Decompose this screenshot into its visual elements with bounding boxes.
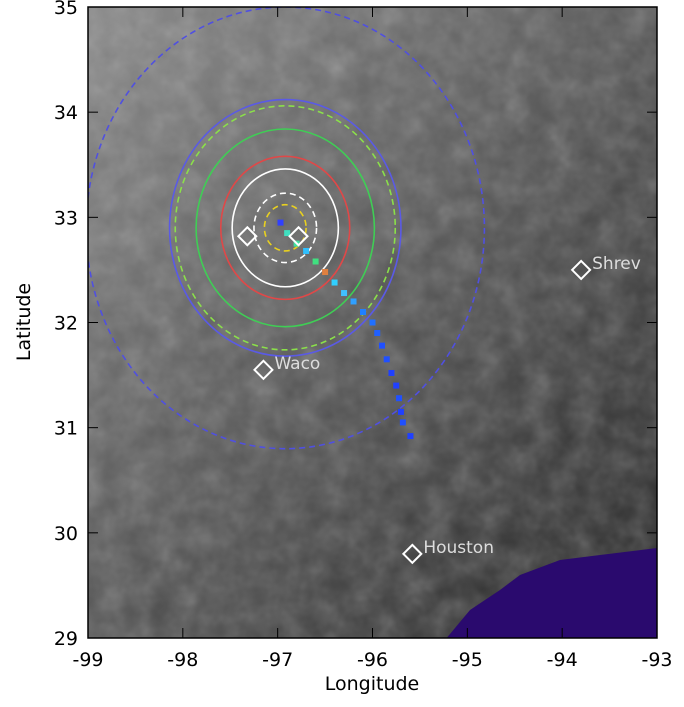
track-point <box>407 433 413 439</box>
y-tick-label: 35 <box>54 0 78 19</box>
y-tick-label: 33 <box>54 207 78 229</box>
x-tick-label: -97 <box>262 649 293 671</box>
x-tick-label: -95 <box>452 649 483 671</box>
y-axis-label: Latitude <box>13 283 35 361</box>
track-point <box>400 419 406 425</box>
x-tick-label: -99 <box>72 649 103 671</box>
x-axis-label: Longitude <box>325 673 420 695</box>
track-point <box>360 309 366 315</box>
track-point <box>303 248 309 254</box>
track-point <box>398 409 404 415</box>
x-tick-label: -93 <box>641 649 672 671</box>
track-point <box>322 269 328 275</box>
track-point <box>384 356 390 362</box>
station-label: Waco <box>274 354 320 374</box>
track-point <box>370 320 376 326</box>
chart: Waco Houston Shrev Longitude Latitude -99 -… <box>0 0 684 703</box>
y-tick-label: 31 <box>54 418 78 440</box>
track-point <box>351 298 357 304</box>
track-point <box>388 370 394 376</box>
track-point <box>393 383 399 389</box>
track-point <box>396 395 402 401</box>
y-tick-label: 29 <box>54 628 78 650</box>
y-tick-label: 32 <box>54 313 78 335</box>
station-label: Houston <box>423 538 494 558</box>
track-point <box>313 259 319 265</box>
x-tick-label: -98 <box>167 649 198 671</box>
track-point <box>374 330 380 336</box>
track-point <box>278 220 284 226</box>
x-tick-label: -94 <box>547 649 578 671</box>
x-tick-label: -96 <box>357 649 388 671</box>
track-point <box>341 290 347 296</box>
station-label: Shrev <box>592 254 641 274</box>
y-tick-label: 30 <box>54 523 78 545</box>
track-point <box>379 343 385 349</box>
y-tick-label: 34 <box>54 102 78 124</box>
track-point <box>332 280 338 286</box>
